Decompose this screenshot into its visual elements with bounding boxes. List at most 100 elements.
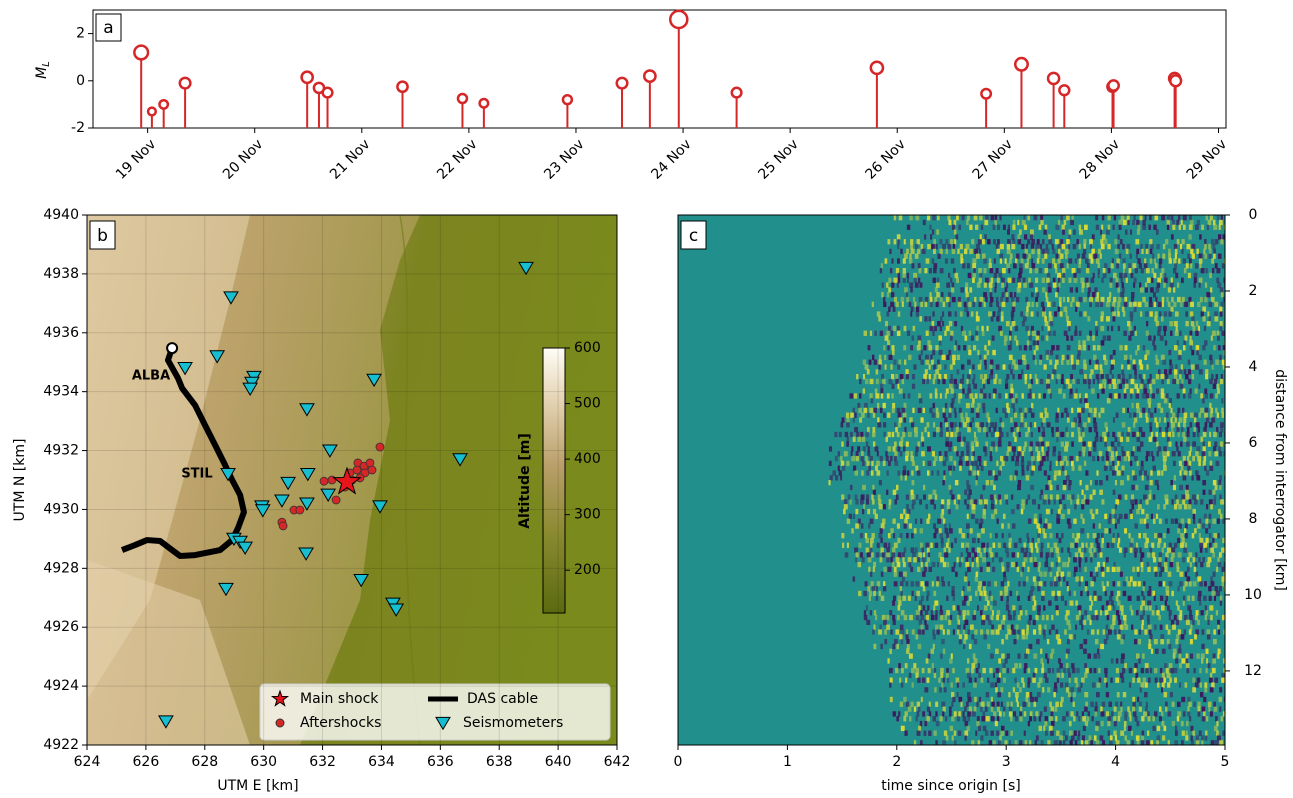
- wave-stripe: [1002, 668, 1006, 673]
- wave-stripe: [1210, 461, 1213, 466]
- wave-stripe: [1095, 480, 1098, 485]
- wave-stripe: [1070, 697, 1072, 702]
- wave-stripe: [1203, 490, 1206, 495]
- wave-stripe: [1000, 417, 1003, 422]
- wave-stripe: [1006, 292, 1009, 297]
- wave-stripe: [1057, 374, 1061, 379]
- wave-stripe: [880, 528, 883, 533]
- wave-stripe: [997, 702, 1000, 707]
- wave-stripe: [855, 523, 859, 528]
- wave-stripe: [972, 302, 975, 307]
- wave-stripe: [1200, 547, 1203, 552]
- wave-stripe: [1203, 432, 1207, 437]
- wave-stripe: [1088, 451, 1091, 456]
- stem-head: [148, 108, 156, 116]
- wave-stripe: [999, 735, 1002, 740]
- wave-stripe: [1146, 321, 1148, 326]
- wave-stripe: [897, 364, 900, 369]
- wave-stripe: [1188, 273, 1191, 278]
- wave-stripe: [1050, 494, 1053, 499]
- wave-stripe: [1036, 441, 1040, 446]
- wave-stripe: [1188, 234, 1191, 239]
- wave-stripe: [899, 572, 903, 577]
- wave-stripe: [1017, 653, 1020, 658]
- wave-stripe: [971, 446, 974, 451]
- wave-stripe: [1195, 615, 1198, 620]
- wave-stripe: [986, 629, 989, 634]
- wave-stripe: [989, 427, 991, 432]
- interrogator: [167, 343, 177, 353]
- wave-stripe: [995, 215, 997, 220]
- wave-stripe: [911, 263, 914, 268]
- wave-stripe: [1129, 509, 1132, 514]
- wave-stripe: [1178, 432, 1180, 437]
- wave-stripe: [939, 249, 942, 254]
- wave-stripe: [988, 340, 991, 345]
- wave-stripe: [1051, 374, 1053, 379]
- wave-stripe: [1030, 229, 1034, 234]
- wave-stripe: [981, 702, 985, 707]
- wave-stripe: [841, 422, 844, 427]
- wave-stripe: [1122, 307, 1125, 312]
- wave-stripe: [1132, 432, 1136, 437]
- wave-stripe: [1200, 499, 1203, 504]
- wave-stripe: [1107, 326, 1109, 331]
- wave-stripe: [1190, 249, 1193, 254]
- wave-stripe: [867, 586, 870, 591]
- wave-stripe: [966, 446, 969, 451]
- wave-stripe: [1169, 398, 1172, 403]
- wave-stripe: [1024, 234, 1027, 239]
- wave-stripe: [864, 610, 866, 615]
- wave-stripe: [1044, 562, 1048, 567]
- wave-stripe: [1075, 258, 1077, 263]
- wave-stripe: [1019, 268, 1023, 273]
- wave-stripe: [908, 562, 911, 567]
- wave-stripe: [975, 331, 978, 336]
- wave-stripe: [995, 374, 997, 379]
- wave-stripe: [1177, 702, 1181, 707]
- wave-stripe: [1199, 538, 1203, 543]
- wave-stripe: [895, 374, 898, 379]
- wave-stripe: [1137, 567, 1140, 572]
- wave-stripe: [943, 470, 945, 475]
- wave-stripe: [1161, 388, 1164, 393]
- wave-stripe: [1192, 456, 1195, 461]
- wave-stripe: [1198, 596, 1202, 601]
- y-tick-label: 0: [76, 73, 85, 89]
- wave-stripe: [909, 653, 913, 658]
- wave-stripe: [1035, 668, 1038, 673]
- wave-stripe: [887, 292, 889, 297]
- wave-stripe: [1141, 562, 1144, 567]
- wave-stripe: [1072, 668, 1076, 673]
- wave-stripe: [871, 494, 873, 499]
- wave-stripe: [1191, 475, 1193, 480]
- wave-stripe: [1192, 687, 1196, 692]
- wave-stripe: [1022, 321, 1025, 326]
- wave-stripe: [1150, 427, 1153, 432]
- wave-stripe: [992, 610, 994, 615]
- wave-stripe: [1137, 572, 1140, 577]
- wave-stripe: [1029, 345, 1032, 350]
- wave-stripe: [1037, 249, 1040, 254]
- wave-stripe: [1005, 634, 1008, 639]
- wave-stripe: [1115, 480, 1117, 485]
- wave-stripe: [903, 345, 906, 350]
- colorbar-tick-label: 400: [574, 451, 601, 467]
- wave-stripe: [1195, 562, 1198, 567]
- wave-stripe: [1185, 374, 1188, 379]
- wave-stripe: [1157, 278, 1161, 283]
- wave-stripe: [948, 509, 951, 514]
- wave-stripe: [1046, 509, 1050, 514]
- wave-stripe: [1147, 591, 1151, 596]
- wave-stripe: [1050, 547, 1053, 552]
- wave-stripe: [1172, 413, 1175, 418]
- wave-stripe: [1213, 653, 1216, 658]
- wave-stripe: [1189, 615, 1193, 620]
- wave-stripe: [898, 711, 900, 716]
- wave-stripe: [951, 403, 954, 408]
- wave-stripe: [1171, 297, 1174, 302]
- wave-stripe: [1187, 706, 1189, 711]
- wave-stripe: [958, 731, 961, 736]
- wave-stripe: [1193, 432, 1196, 437]
- wave-stripe: [1040, 658, 1043, 663]
